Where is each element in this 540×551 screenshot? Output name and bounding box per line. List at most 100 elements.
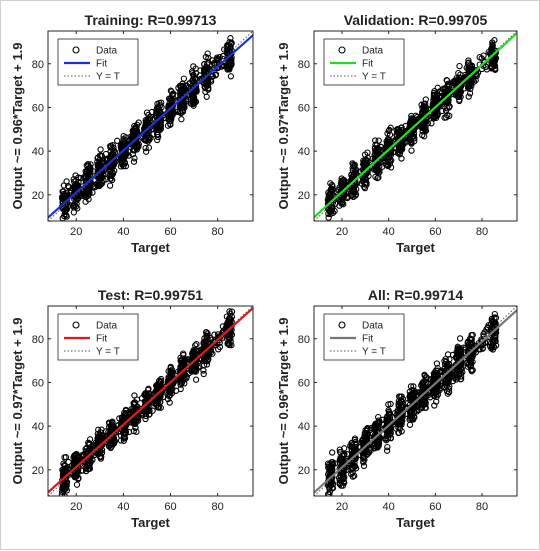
legend-box (323, 38, 405, 86)
fit-line (48, 34, 253, 219)
data-point (397, 146, 404, 153)
legend-marker-data (72, 46, 80, 54)
x-axis-label: Target (396, 240, 435, 255)
data-point (153, 126, 160, 133)
data-point (155, 377, 163, 385)
data-point (225, 341, 233, 349)
data-point (442, 380, 449, 387)
data-point (167, 121, 174, 128)
x-tick-label: 20 (336, 501, 348, 513)
y-tick-label: 80 (32, 334, 44, 346)
data-point (202, 88, 209, 95)
data-point (394, 137, 402, 144)
data-point (211, 331, 218, 338)
data-point (215, 56, 222, 63)
data-point (432, 108, 439, 115)
data-point (349, 164, 356, 171)
data-point (473, 67, 480, 74)
data-point (189, 70, 196, 77)
data-point (370, 444, 377, 452)
data-point (120, 151, 128, 158)
data-point (228, 342, 235, 349)
data-point (61, 454, 68, 461)
legend-box (57, 313, 139, 361)
data-point (459, 369, 466, 376)
data-point (96, 453, 103, 460)
data-point (138, 395, 146, 402)
data-point (194, 359, 202, 366)
data-point (385, 407, 392, 414)
data-point (386, 157, 394, 165)
data-point (335, 474, 343, 481)
axes-frame (313, 30, 518, 222)
data-point (467, 85, 474, 93)
data-point (349, 469, 356, 476)
identity-line (48, 31, 253, 221)
data-point (463, 64, 470, 71)
data-point (491, 62, 499, 70)
data-point (185, 84, 192, 92)
regression-panel-2: 20 40 60 80 20 40 60 80 Validation: R=0.99705 Tar… (276, 12, 518, 255)
data-point (85, 187, 93, 194)
data-point (120, 437, 128, 444)
data-point (325, 201, 332, 208)
data-point (368, 424, 375, 432)
data-point (465, 93, 472, 100)
x-tick-label: 40 (117, 501, 129, 513)
data-point (341, 451, 348, 458)
data-point (444, 82, 451, 90)
data-point (71, 458, 78, 466)
data-point (127, 411, 134, 418)
data-point (193, 340, 200, 348)
data-point (434, 367, 441, 374)
data-point (135, 119, 142, 126)
data-point (167, 117, 174, 125)
legend-entry: Y = T (362, 347, 386, 358)
y-tick-label: 60 (298, 377, 310, 389)
data-point (485, 48, 492, 56)
data-point (192, 376, 200, 383)
data-point (468, 332, 475, 339)
data-point (176, 104, 183, 111)
data-point (393, 425, 400, 432)
data-point (131, 155, 138, 162)
chart-title: All: R=0.99714 (368, 287, 464, 303)
data-point (433, 391, 440, 398)
data-point (182, 96, 190, 103)
y-tick-label: 40 (298, 146, 310, 158)
data-point (491, 310, 498, 318)
fit-line (314, 32, 517, 219)
data-point (65, 458, 72, 466)
data-point (351, 436, 359, 444)
data-point (427, 376, 434, 383)
axes-frame (47, 305, 254, 497)
data-point (422, 96, 429, 103)
x-tick-label: 80 (212, 226, 224, 238)
data-point (79, 192, 86, 199)
data-point (359, 454, 367, 462)
legend-marker-data (72, 321, 80, 329)
data-point (343, 466, 350, 474)
data-point (147, 124, 154, 131)
x-tick-label: 40 (383, 501, 395, 513)
data-point (376, 163, 383, 170)
data-point (487, 343, 494, 350)
legend-entry: Y = T (362, 72, 386, 83)
y-tick-label: 60 (32, 377, 44, 389)
data-point (335, 186, 342, 194)
data-point (399, 410, 407, 417)
data-point (351, 448, 359, 455)
y-tick-label: 20 (298, 190, 310, 202)
chart-title: Training: R=0.99713 (85, 12, 217, 28)
y-tick-label: 20 (298, 465, 310, 477)
data-point (86, 178, 93, 185)
data-point (351, 169, 359, 176)
data-point (92, 439, 99, 447)
data-point (153, 107, 160, 114)
data-point (154, 136, 161, 144)
data-point (454, 349, 461, 356)
data-point (350, 163, 357, 170)
data-point (105, 419, 113, 426)
data-point (111, 438, 119, 445)
